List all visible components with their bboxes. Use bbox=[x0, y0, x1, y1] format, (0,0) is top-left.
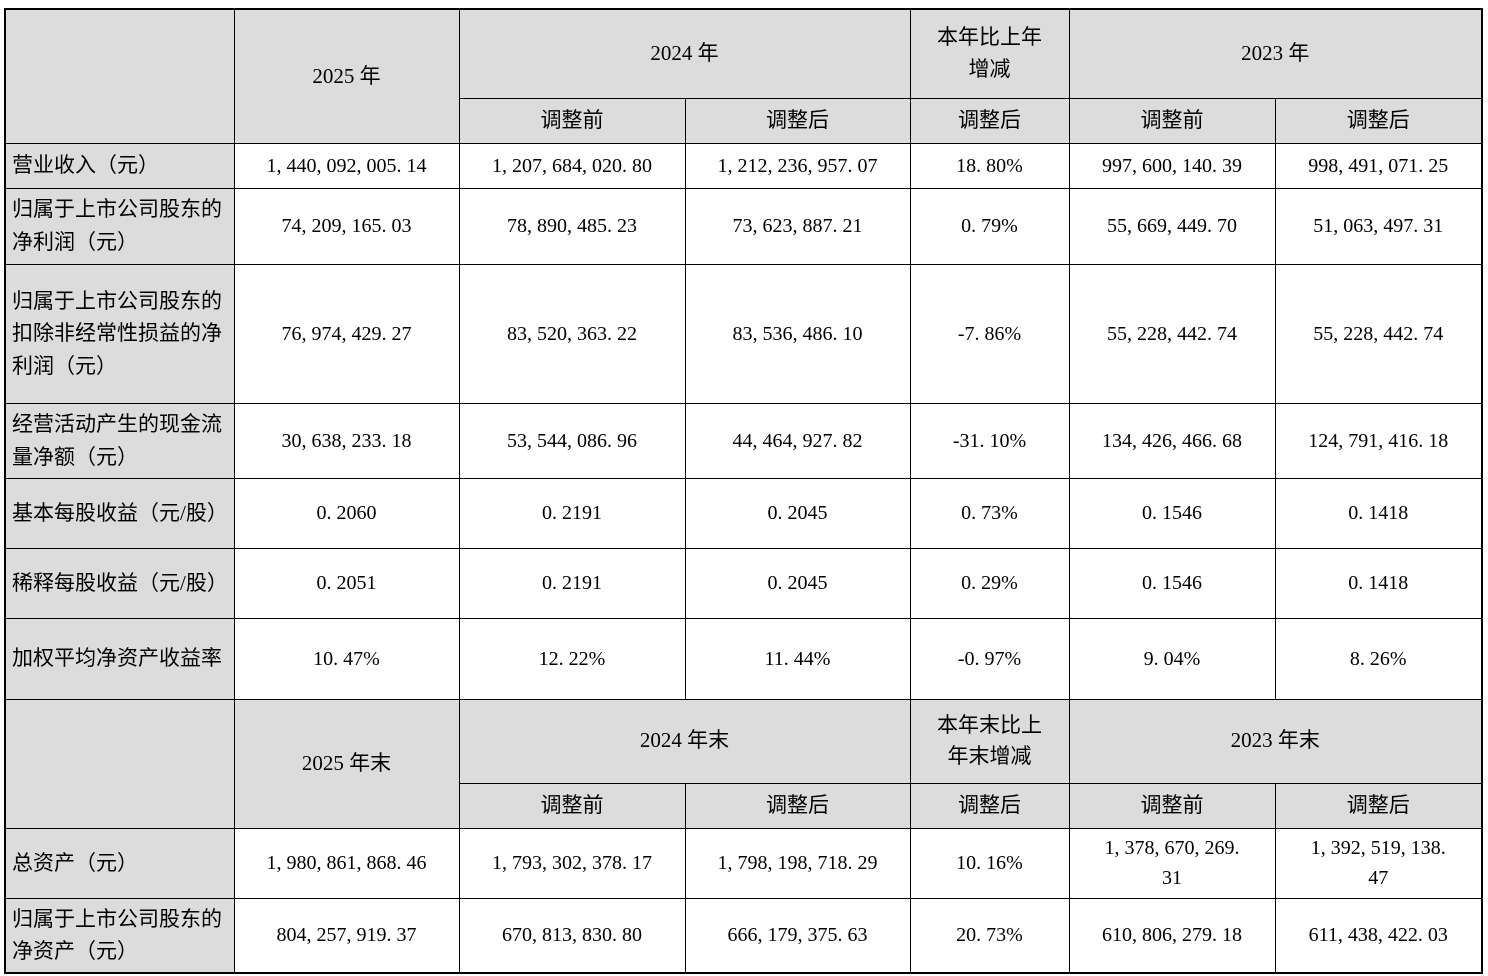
row-label: 归属于上市公司股东的净资产（元） bbox=[4, 897, 235, 974]
cell-change: 18. 80% bbox=[909, 142, 1070, 189]
subheader-2023-before: 调整前 bbox=[1068, 782, 1276, 829]
subheader-2024-after: 调整后 bbox=[684, 97, 911, 144]
cell-2024-before: 0. 2191 bbox=[458, 547, 686, 619]
corner-cell bbox=[4, 8, 235, 144]
cell-2023-after: 0. 1418 bbox=[1274, 547, 1483, 619]
col-header-2025: 2025 年 bbox=[233, 8, 460, 144]
subheader-2024-after: 调整后 bbox=[684, 782, 911, 829]
cell-2024-before: 0. 2191 bbox=[458, 477, 686, 549]
cell-change: 10. 16% bbox=[909, 827, 1070, 899]
cell-2023-after: 51, 063, 497. 31 bbox=[1274, 187, 1483, 265]
table-row-weighted-avg-roe: 加权平均净资产收益率 10. 47% 12. 22% 11. 44% -0. 9… bbox=[4, 617, 1483, 700]
cell-2024-before: 1, 207, 684, 020. 80 bbox=[458, 142, 686, 189]
col-header-2023: 2023 年 bbox=[1068, 8, 1483, 99]
subheader-2023-before: 调整前 bbox=[1068, 97, 1276, 144]
table-row-operating-cash-flow: 经营活动产生的现金流量净额（元） 30, 638, 233. 18 53, 54… bbox=[4, 402, 1483, 479]
subheader-change-after: 调整后 bbox=[909, 782, 1070, 829]
cell-2024-before: 53, 544, 086. 96 bbox=[458, 402, 686, 479]
cell-2023-before: 134, 426, 466. 68 bbox=[1068, 402, 1276, 479]
cell-2025: 30, 638, 233. 18 bbox=[233, 402, 460, 479]
eoy-header-row-1: 2025 年末 2024 年末 本年末比上 年末增减 2023 年末 bbox=[4, 698, 1483, 829]
row-label: 经营活动产生的现金流量净额（元） bbox=[4, 402, 235, 479]
col-header-2025-eoy: 2025 年末 bbox=[233, 698, 460, 829]
cell-2025: 0. 2051 bbox=[233, 547, 460, 619]
cell-change: 0. 29% bbox=[909, 547, 1070, 619]
cell-2023-after: 55, 228, 442. 74 bbox=[1274, 263, 1483, 404]
cell-2024-after: 0. 2045 bbox=[684, 547, 911, 619]
table-row-net-profit-excl-nonrecurring: 归属于上市公司股东的扣除非经常性损益的净利润（元） 76, 974, 429. … bbox=[4, 263, 1483, 404]
table-row-operating-revenue: 营业收入（元） 1, 440, 092, 005. 14 1, 207, 684… bbox=[4, 142, 1483, 189]
financial-summary-table: 2025 年 2024 年 本年比上年 增减 2023 年 调整前 调整后 调整… bbox=[4, 8, 1483, 974]
col-header-eoy-change: 本年末比上 年末增减 bbox=[909, 698, 1070, 784]
table-row-basic-eps: 基本每股收益（元/股） 0. 2060 0. 2191 0. 2045 0. 7… bbox=[4, 477, 1483, 549]
cell-2023-after: 0. 1418 bbox=[1274, 477, 1483, 549]
cell-2023-before: 55, 669, 449. 70 bbox=[1068, 187, 1276, 265]
cell-2024-before: 12. 22% bbox=[458, 617, 686, 700]
cell-2024-before: 78, 890, 485. 23 bbox=[458, 187, 686, 265]
cell-2023-after: 998, 491, 071. 25 bbox=[1274, 142, 1483, 189]
cell-2023-before: 9. 04% bbox=[1068, 617, 1276, 700]
col-header-2024: 2024 年 bbox=[458, 8, 911, 99]
cell-2023-before: 1, 378, 670, 269. 31 bbox=[1068, 827, 1276, 899]
annual-header-row-2: 调整前 调整后 调整后 调整前 调整后 bbox=[5, 97, 1483, 144]
cell-2024-after: 666, 179, 375. 63 bbox=[684, 897, 911, 974]
cell-2024-before: 670, 813, 830. 80 bbox=[458, 897, 686, 974]
row-label: 基本每股收益（元/股） bbox=[4, 477, 235, 549]
cell-2024-after: 1, 212, 236, 957. 07 bbox=[684, 142, 911, 189]
cell-2024-after: 73, 623, 887. 21 bbox=[684, 187, 911, 265]
col-header-yoy-change: 本年比上年 增减 bbox=[909, 8, 1070, 99]
row-label: 加权平均净资产收益率 bbox=[4, 617, 235, 700]
cell-2023-before: 55, 228, 442. 74 bbox=[1068, 263, 1276, 404]
col-header-2023-eoy: 2023 年末 bbox=[1068, 698, 1483, 784]
cell-2025: 10. 47% bbox=[233, 617, 460, 700]
col-header-2024-eoy: 2024 年末 bbox=[458, 698, 911, 784]
cell-change: 0. 73% bbox=[909, 477, 1070, 549]
cell-2024-before: 83, 520, 363. 22 bbox=[458, 263, 686, 404]
cell-2024-after: 1, 798, 198, 718. 29 bbox=[684, 827, 911, 899]
cell-2023-after: 611, 438, 422. 03 bbox=[1274, 897, 1483, 974]
cell-change: -31. 10% bbox=[909, 402, 1070, 479]
cell-2023-after: 124, 791, 416. 18 bbox=[1274, 402, 1483, 479]
cell-2023-before: 0. 1546 bbox=[1068, 547, 1276, 619]
subheader-change-after: 调整后 bbox=[909, 97, 1070, 144]
cell-2025: 1, 980, 861, 868. 46 bbox=[233, 827, 460, 899]
cell-change: -0. 97% bbox=[909, 617, 1070, 700]
cell-2023-before: 610, 806, 279. 18 bbox=[1068, 897, 1276, 974]
row-label: 营业收入（元） bbox=[4, 142, 235, 189]
eoy-header-row-2: 调整前 调整后 调整后 调整前 调整后 bbox=[5, 782, 1483, 829]
corner-cell bbox=[4, 698, 235, 829]
subheader-2023-after: 调整后 bbox=[1274, 97, 1483, 144]
cell-2025: 1, 440, 092, 005. 14 bbox=[233, 142, 460, 189]
cell-2025: 74, 209, 165. 03 bbox=[233, 187, 460, 265]
row-label: 总资产（元） bbox=[4, 827, 235, 899]
annual-header-row-1: 2025 年 2024 年 本年比上年 增减 2023 年 bbox=[4, 8, 1483, 144]
subheader-2024-before: 调整前 bbox=[458, 97, 686, 144]
cell-change: -7. 86% bbox=[909, 263, 1070, 404]
cell-2024-after: 83, 536, 486. 10 bbox=[684, 263, 911, 404]
table-row-net-assets: 归属于上市公司股东的净资产（元） 804, 257, 919. 37 670, … bbox=[4, 897, 1483, 974]
row-label: 归属于上市公司股东的扣除非经常性损益的净利润（元） bbox=[4, 263, 235, 404]
cell-2023-after: 1, 392, 519, 138. 47 bbox=[1274, 827, 1483, 899]
table-row-total-assets: 总资产（元） 1, 980, 861, 868. 46 1, 793, 302,… bbox=[4, 827, 1483, 899]
cell-2023-before: 997, 600, 140. 39 bbox=[1068, 142, 1276, 189]
cell-2024-after: 11. 44% bbox=[684, 617, 911, 700]
cell-2024-after: 0. 2045 bbox=[684, 477, 911, 549]
subheader-2023-after: 调整后 bbox=[1274, 782, 1483, 829]
cell-2025: 0. 2060 bbox=[233, 477, 460, 549]
table-row-diluted-eps: 稀释每股收益（元/股） 0. 2051 0. 2191 0. 2045 0. 2… bbox=[4, 547, 1483, 619]
row-label: 稀释每股收益（元/股） bbox=[4, 547, 235, 619]
cell-change: 20. 73% bbox=[909, 897, 1070, 974]
cell-2023-before: 0. 1546 bbox=[1068, 477, 1276, 549]
cell-2024-before: 1, 793, 302, 378. 17 bbox=[458, 827, 686, 899]
cell-2024-after: 44, 464, 927. 82 bbox=[684, 402, 911, 479]
cell-2023-after: 8. 26% bbox=[1274, 617, 1483, 700]
cell-2025: 804, 257, 919. 37 bbox=[233, 897, 460, 974]
cell-2025: 76, 974, 429. 27 bbox=[233, 263, 460, 404]
row-label: 归属于上市公司股东的净利润（元） bbox=[4, 187, 235, 265]
table-row-net-profit: 归属于上市公司股东的净利润（元） 74, 209, 165. 03 78, 89… bbox=[4, 187, 1483, 265]
subheader-2024-before: 调整前 bbox=[458, 782, 686, 829]
cell-change: 0. 79% bbox=[909, 187, 1070, 265]
